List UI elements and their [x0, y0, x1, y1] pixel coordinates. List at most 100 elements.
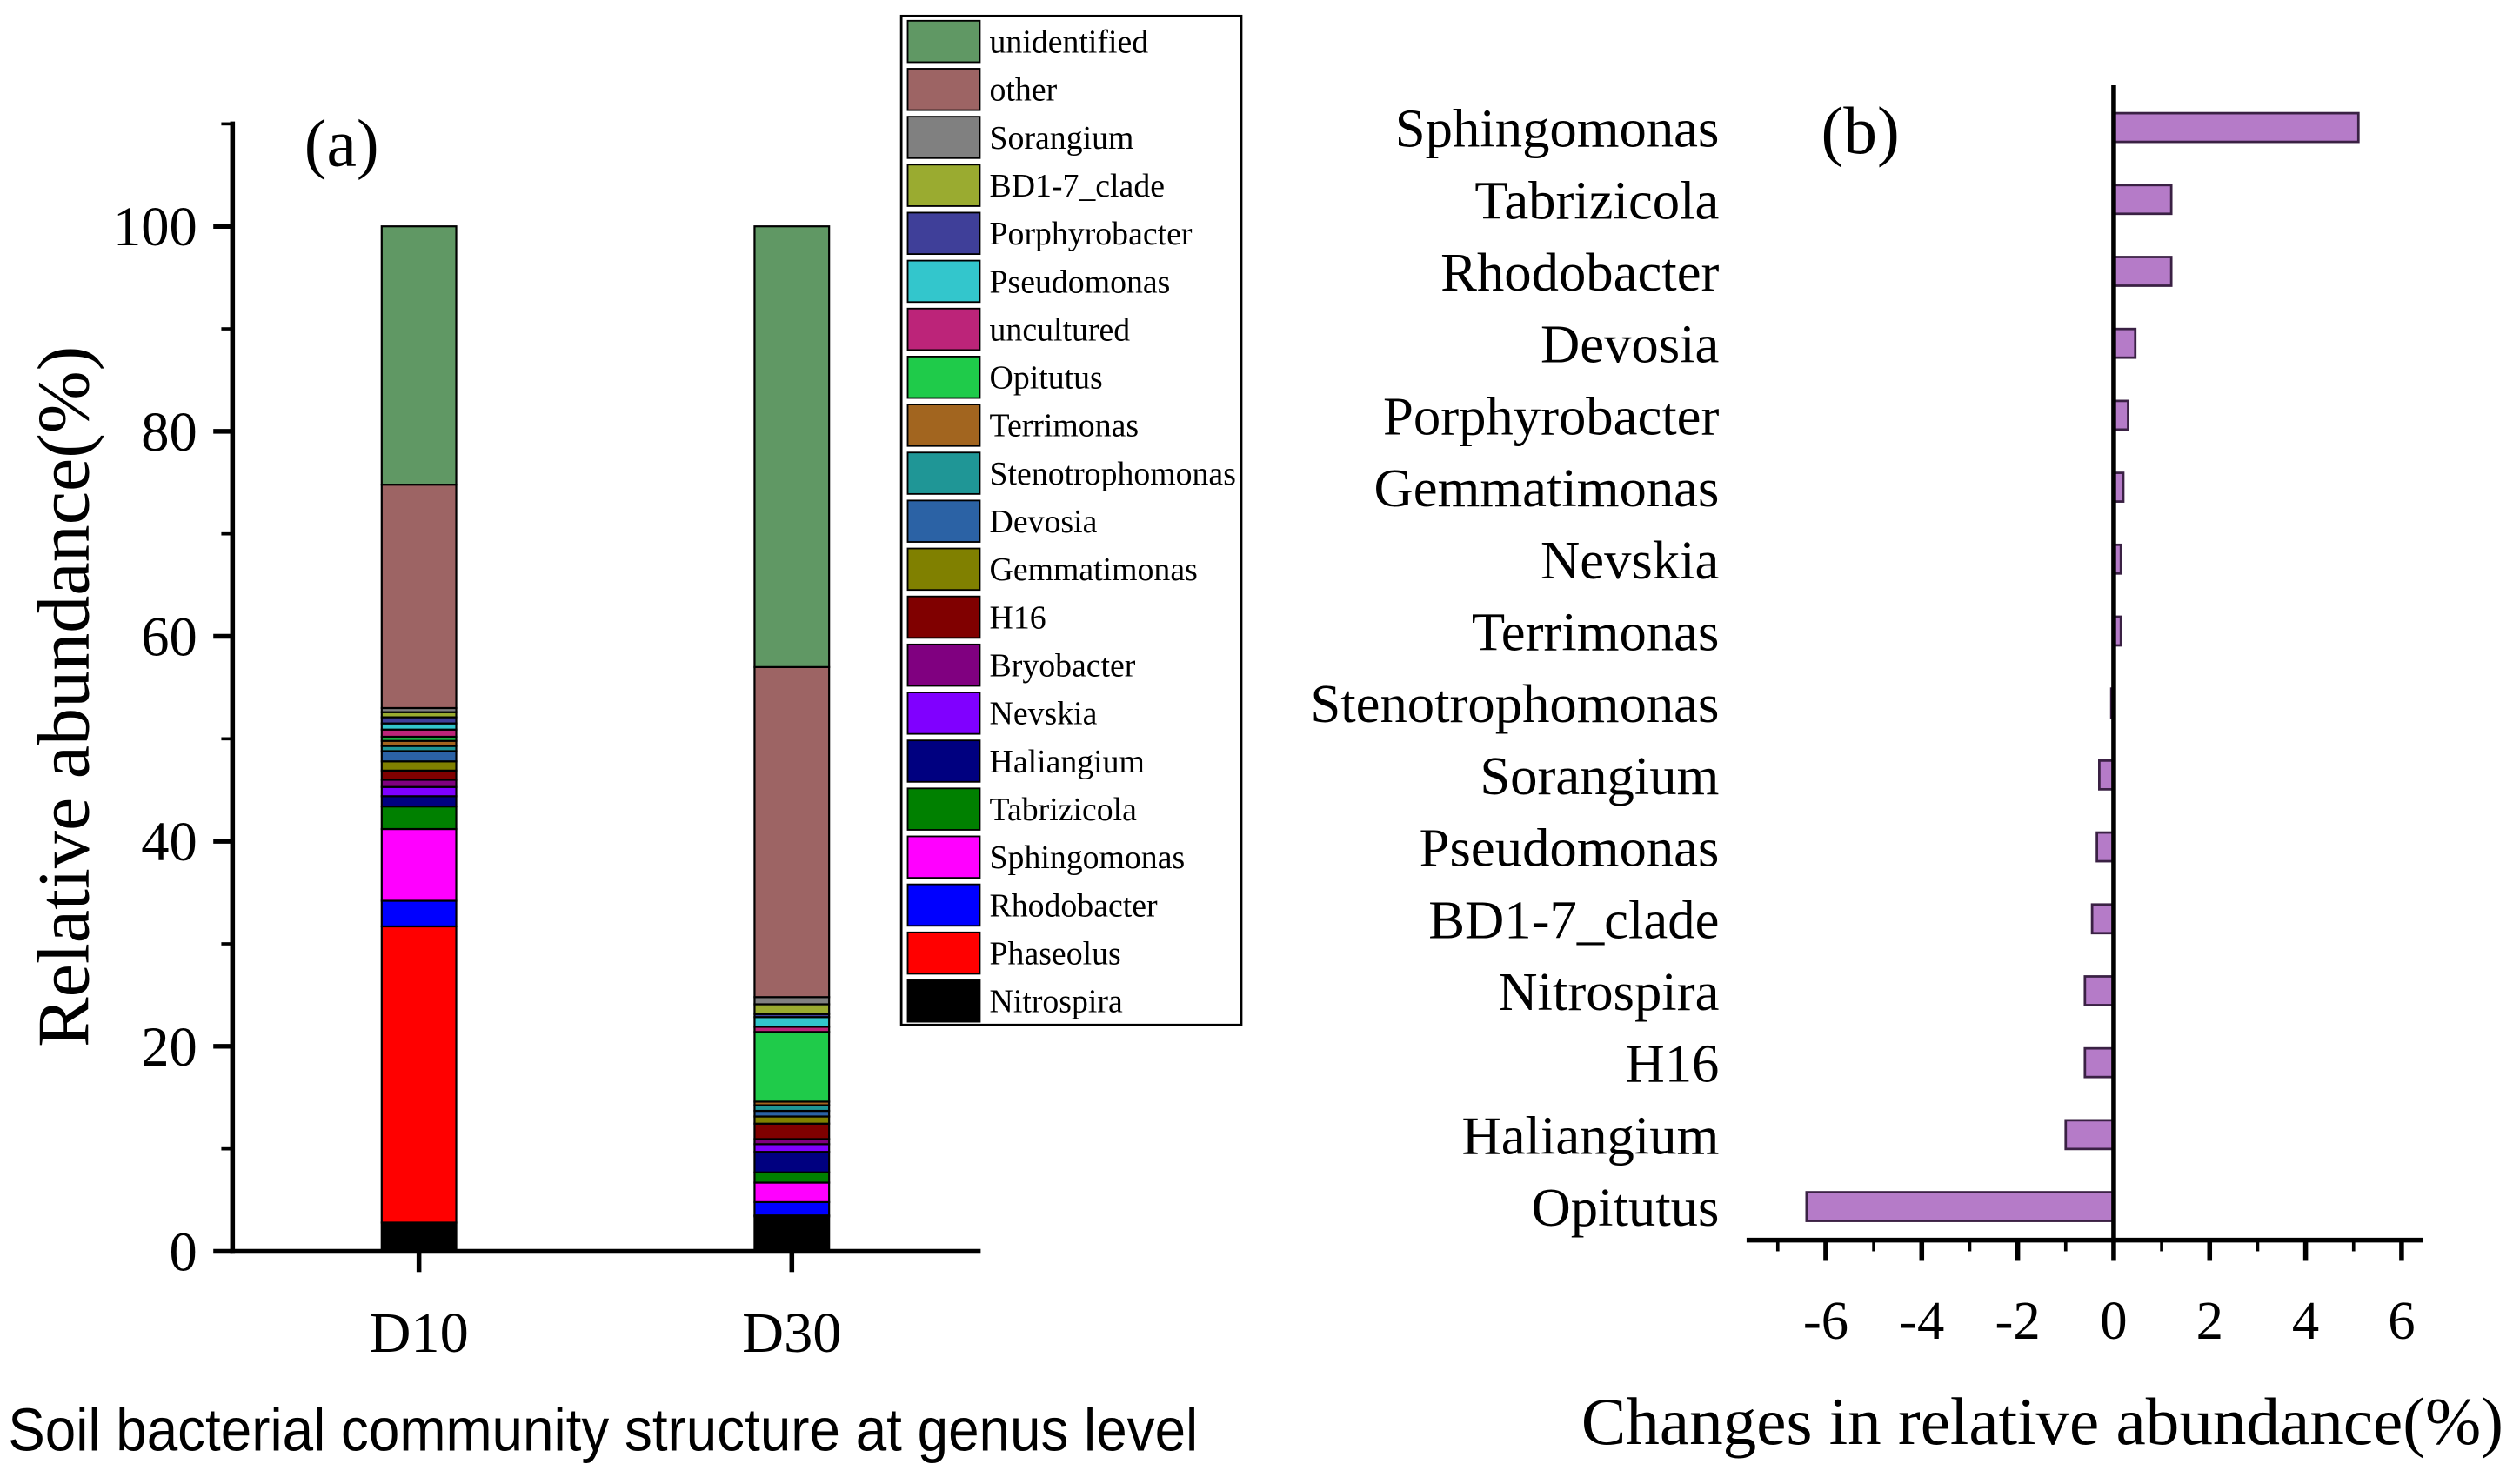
panel-b-change-bar-chart: Sphingomonas Tabrizicola Rhodobacter Devosi…	[1310, 85, 2503, 1459]
legend-swatch-gemmatimonas	[906, 547, 981, 592]
legend-swatch-porphyrobacter	[906, 211, 981, 256]
category-label-opitutus: Opitutus	[1531, 1177, 1719, 1238]
category-label-pseudomonas: Pseudomonas	[1420, 818, 1720, 879]
bar-segment-d30-nevskia	[753, 1143, 831, 1153]
panel-a-label: (a)	[304, 106, 379, 181]
bar-segment-d10-nitrospira	[380, 1221, 458, 1253]
x-tick-label: -4	[1899, 1290, 1944, 1351]
bar-segment-d30-sorangium	[753, 996, 831, 1006]
legend-label-tabrizicola: Tabrizicola	[990, 792, 1138, 828]
category-label-nevskia: Nevskia	[1541, 530, 1719, 591]
legend-label-pseudomonas: Pseudomonas	[990, 264, 1171, 300]
legend-label-haliangium: Haliangium	[990, 744, 1145, 780]
bar-segment-d10-tabrizicola	[380, 806, 458, 831]
bar-segment-d10-gemmatimonas	[380, 760, 458, 772]
category-label-terrimonas: Terrimonas	[1472, 602, 1720, 663]
change-bar-devosia	[2112, 327, 2137, 359]
x-tick-label: -6	[1803, 1290, 1848, 1351]
x-tick-label-d30: D30	[742, 1301, 841, 1365]
legend-label-sphingomonas: Sphingomonas	[990, 839, 1186, 876]
legend-swatch-rhodobacter	[906, 883, 981, 927]
y-tick-label: 80	[141, 401, 197, 463]
panel-a-y-ticks: 0 20 40 60 80 100	[113, 122, 233, 1282]
category-label-gemmatimonas: Gemmatimonas	[1374, 458, 1720, 518]
change-bar-haliangium	[2064, 1119, 2115, 1151]
legend-label-sorangium: Sorangium	[990, 120, 1134, 157]
legend-swatch-pseudomonas	[906, 259, 981, 304]
legend-swatch-bd1-7-clade	[906, 164, 981, 207]
legend-swatch-tabrizicola	[906, 787, 981, 831]
legend-swatch-bryobacter	[906, 643, 981, 687]
legend-swatch-devosia	[906, 499, 981, 543]
panel-b-x-axis-title: Changes in relative abundance(%)	[1581, 1384, 2503, 1459]
legend: unidentified other Sorangium BD1-7_clade Por…	[899, 14, 1243, 1026]
bar-segment-d10-unidentified	[380, 225, 458, 486]
legend-label-gemmatimonas: Gemmatimonas	[990, 551, 1198, 588]
stacked-bars	[380, 225, 831, 1253]
bar-segment-d10-uncultured	[380, 728, 458, 739]
panel-b-category-labels: Sphingomonas Tabrizicola Rhodobacter Devosi…	[1310, 98, 1719, 1238]
category-label-stenotrophomonas: Stenotrophomonas	[1310, 673, 1719, 734]
y-tick-label: 40	[141, 811, 197, 872]
legend-label-terrimonas: Terrimonas	[990, 408, 1140, 445]
change-bar-tabrizicola	[2112, 184, 2173, 216]
legend-swatch-nitrospira	[906, 979, 981, 1023]
bar-segment-d30-nitrospira	[753, 1215, 831, 1253]
legend-label-unidentified: unidentified	[990, 24, 1149, 61]
bar-segment-d10-sphingomonas	[380, 827, 458, 902]
legend-label-opitutus: Opitutus	[990, 360, 1103, 397]
panel-a-x-axis-title: Soil bacterial community structure at ge…	[8, 1396, 1198, 1464]
bar-segment-d30-h16	[753, 1122, 831, 1140]
bar-segment-d30-opitutus	[753, 1031, 831, 1103]
bar-segment-d30-sphingomonas	[753, 1181, 831, 1204]
change-bar-rhodobacter	[2112, 256, 2173, 287]
bar-segment-d30-bd1-7-clade	[753, 1003, 831, 1015]
category-label-sorangium: Sorangium	[1480, 745, 1719, 806]
bar-segment-d10-devosia	[380, 750, 458, 763]
legend-label-other: other	[990, 72, 1058, 109]
category-label-h16: H16	[1625, 1033, 1719, 1094]
legend-label-nitrospira: Nitrospira	[990, 984, 1123, 1020]
panel-b-axes	[1746, 85, 2423, 1243]
legend-label-nevskia: Nevskia	[990, 696, 1098, 732]
panel-a-y-axis-title: Relative abundance(%)	[23, 346, 104, 1047]
change-bar-pseudomonas	[2095, 831, 2115, 863]
category-label-sphingomonas: Sphingomonas	[1395, 98, 1720, 159]
legend-swatch-terrimonas	[906, 404, 981, 447]
category-label-devosia: Devosia	[1541, 314, 1719, 375]
y-tick-label: 100	[113, 196, 197, 257]
legend-swatch-sorangium	[906, 116, 981, 159]
y-tick-label: 60	[141, 606, 197, 668]
category-label-porphyrobacter: Porphyrobacter	[1383, 386, 1720, 447]
legend-label-uncultured: uncultured	[990, 312, 1131, 349]
bar-segment-d30-other	[753, 665, 831, 999]
legend-swatch-h16	[906, 595, 981, 639]
legend-swatch-opitutus	[906, 356, 981, 399]
legend-swatch-uncultured	[906, 307, 981, 351]
panel-b-label: (b)	[1821, 93, 1899, 168]
y-tick-label: 20	[141, 1016, 197, 1078]
category-label-bd1-7-clade: BD1-7_clade	[1428, 889, 1719, 950]
x-tick-label: 2	[2196, 1290, 2223, 1351]
bar-segment-d10-h16	[380, 769, 458, 781]
change-bar-bd1-7-clade	[2090, 903, 2115, 935]
panel-a-x-ticks: D10 D30	[370, 1251, 841, 1365]
bar-segment-d30-tabrizicola	[753, 1171, 831, 1184]
x-tick-label: 0	[2100, 1290, 2127, 1351]
legend-swatch-sphingomonas	[906, 835, 981, 879]
legend-swatch-nevskia	[906, 692, 981, 735]
category-label-rhodobacter: Rhodobacter	[1440, 242, 1719, 303]
bar-segment-d10-phaseolus	[380, 925, 458, 1224]
bar-segment-d10-other	[380, 484, 458, 710]
x-tick-label: -2	[1995, 1290, 2040, 1351]
legend-swatch-phaseolus	[906, 931, 981, 975]
change-bars	[1805, 111, 2360, 1222]
x-tick-label: 6	[2388, 1290, 2415, 1351]
bar-segment-d10-haliangium	[380, 795, 458, 808]
legend-label-porphyrobacter: Porphyrobacter	[990, 216, 1193, 252]
bar-segment-d10-rhodobacter	[380, 899, 458, 928]
bar-segment-d30-unidentified	[753, 225, 831, 668]
legend-label-stenotrophomonas: Stenotrophomonas	[990, 456, 1236, 492]
legend-swatch-stenotrophomonas	[906, 451, 981, 495]
